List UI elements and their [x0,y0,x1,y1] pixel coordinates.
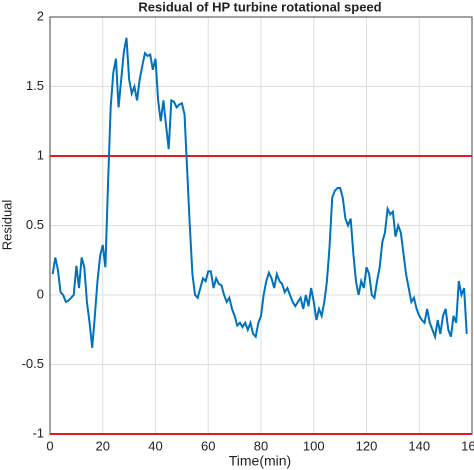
y-axis-label: Residual [0,200,14,251]
x-tick-label: 60 [201,438,215,453]
x-tick-label: 20 [96,438,110,453]
y-tick-label: 2 [37,8,44,23]
data-line [51,37,468,348]
y-tick-label: 1 [37,147,44,162]
x-tick-label: 120 [356,438,378,453]
x-tick-label: 80 [254,438,268,453]
x-tick-label: 0 [46,438,53,453]
chart-title: Residual of HP turbine rotational speed [138,0,381,14]
y-tick-label: -1 [32,425,44,440]
x-tick-label: 40 [148,438,162,453]
y-tick-label: 1.5 [26,78,44,93]
x-axis-label: Time(min) [229,453,291,469]
x-tick-label: 140 [408,438,430,453]
y-tick-label: 0 [37,286,44,301]
x-tick-label: 100 [303,438,325,453]
x-tick-label: 160 [461,438,474,453]
y-tick-label: -0.5 [22,356,44,371]
y-tick-label: 0.5 [26,217,44,232]
